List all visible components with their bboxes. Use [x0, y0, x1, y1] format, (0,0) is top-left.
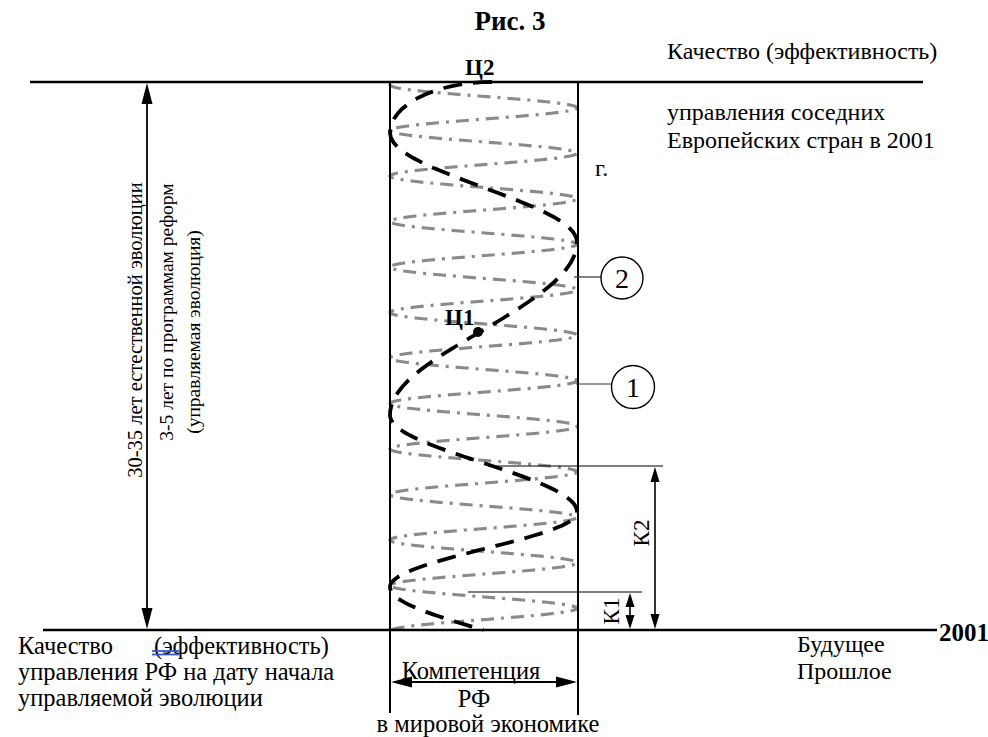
bottom-left-label-1a: Качество — [18, 632, 113, 659]
k2-label: К2 — [629, 520, 654, 547]
goal-mid-label: Ц1 — [445, 305, 474, 330]
left-scale-line1: 30-35 лет естественной эволюции — [124, 182, 147, 477]
left-scale-line2: 3-5 лет по программам реформ — [156, 183, 177, 440]
bottom-left-label-3: управляемой эволюции — [18, 684, 263, 711]
top-right-label-3: Европейских стран в 2001 — [667, 127, 935, 153]
top-right-label-1: Качество (эффективность) — [667, 38, 937, 64]
competence-label-1: Компетенция — [402, 657, 541, 684]
year-label: 2001 — [939, 619, 988, 646]
figure-canvas: 2 1 Рис. 3 Ц2 Ц1 Качество (эффективность… — [0, 0, 988, 737]
callout-1-number: 1 — [626, 372, 640, 403]
left-scale-line3: (управляемая эволюция) — [183, 230, 205, 434]
k2-dimension — [488, 466, 663, 629]
figure-title: Рис. 3 — [474, 6, 545, 36]
k1-label: К1 — [599, 598, 624, 625]
diagram-svg: 2 1 Рис. 3 Ц2 Ц1 Качество (эффективность… — [0, 0, 988, 737]
goal-top-label: Ц2 — [465, 55, 494, 80]
goal-mid-dot — [473, 327, 483, 337]
callout-1: 1 — [576, 366, 655, 409]
future-label: Будущее — [797, 631, 885, 657]
competence-label-2: РФ — [458, 685, 491, 712]
past-label: Прошлое — [797, 658, 892, 684]
top-right-label-2: управления соседних — [667, 99, 885, 125]
competence-label-3: в мировой экономике — [377, 710, 600, 737]
callout-2-number: 2 — [615, 263, 629, 294]
bottom-left-label-2: управления РФ на дату начала — [18, 658, 334, 685]
callout-2: 2 — [574, 257, 643, 299]
top-right-label-4: г. — [595, 155, 608, 181]
bottom-left-label-1b: (эффективность) — [154, 632, 329, 660]
